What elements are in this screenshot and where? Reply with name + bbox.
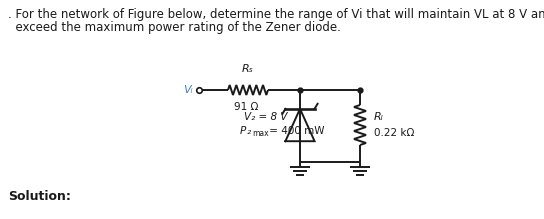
Text: . For the network of Figure below, determine the range of Vi that will maintain : . For the network of Figure below, deter… [8, 8, 544, 21]
Text: P: P [240, 126, 246, 136]
Text: Vᵢ: Vᵢ [183, 85, 193, 95]
Text: Rₗ: Rₗ [374, 112, 384, 122]
Text: ₂: ₂ [247, 126, 251, 136]
Text: exceed the maximum power rating of the Zener diode.: exceed the maximum power rating of the Z… [8, 21, 341, 34]
Text: Solution:: Solution: [8, 190, 71, 203]
Text: Rₛ: Rₛ [242, 64, 254, 74]
Text: 91 Ω: 91 Ω [234, 102, 258, 112]
Text: max: max [252, 129, 269, 138]
Text: V₂ = 8 V: V₂ = 8 V [244, 112, 288, 122]
Text: = 400 mW: = 400 mW [266, 126, 325, 136]
Text: 0.22 kΩ: 0.22 kΩ [374, 128, 415, 138]
